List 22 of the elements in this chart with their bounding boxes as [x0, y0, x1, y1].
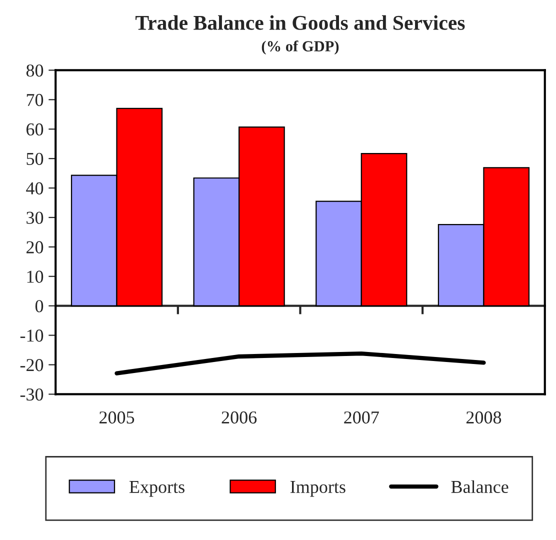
x-tick-label: 2006 — [222, 411, 257, 424]
y-tick-label: 60 — [26, 123, 44, 136]
x-tick-label: 2005 — [99, 411, 134, 424]
y-tick-label: 80 — [26, 64, 44, 77]
y-tick-label: 20 — [26, 241, 44, 254]
y-tick-label: 40 — [26, 182, 44, 194]
chart-subtitle: (% of GDP) — [262, 40, 339, 55]
y-tick-label: 10 — [27, 270, 44, 283]
x-tick-label: 2008 — [466, 411, 502, 424]
y-tick-label: -10 — [20, 330, 44, 342]
legend-label: Imports — [290, 481, 346, 497]
y-tick-label: 70 — [26, 94, 44, 106]
y-tick-label: 50 — [26, 152, 44, 166]
line-series — [114, 351, 486, 376]
y-tick-label: -30 — [20, 388, 44, 401]
legend-label: Balance — [451, 480, 508, 494]
x-tick-label: 2007 — [344, 411, 379, 424]
y-tick-label: 0 — [35, 300, 44, 312]
y-tick-label: 30 — [26, 212, 44, 224]
y-tick-label: -20 — [20, 359, 44, 372]
legend-label: Exports — [129, 481, 184, 497]
chart-title: Trade Balance in Goods and Services — [136, 15, 465, 30]
